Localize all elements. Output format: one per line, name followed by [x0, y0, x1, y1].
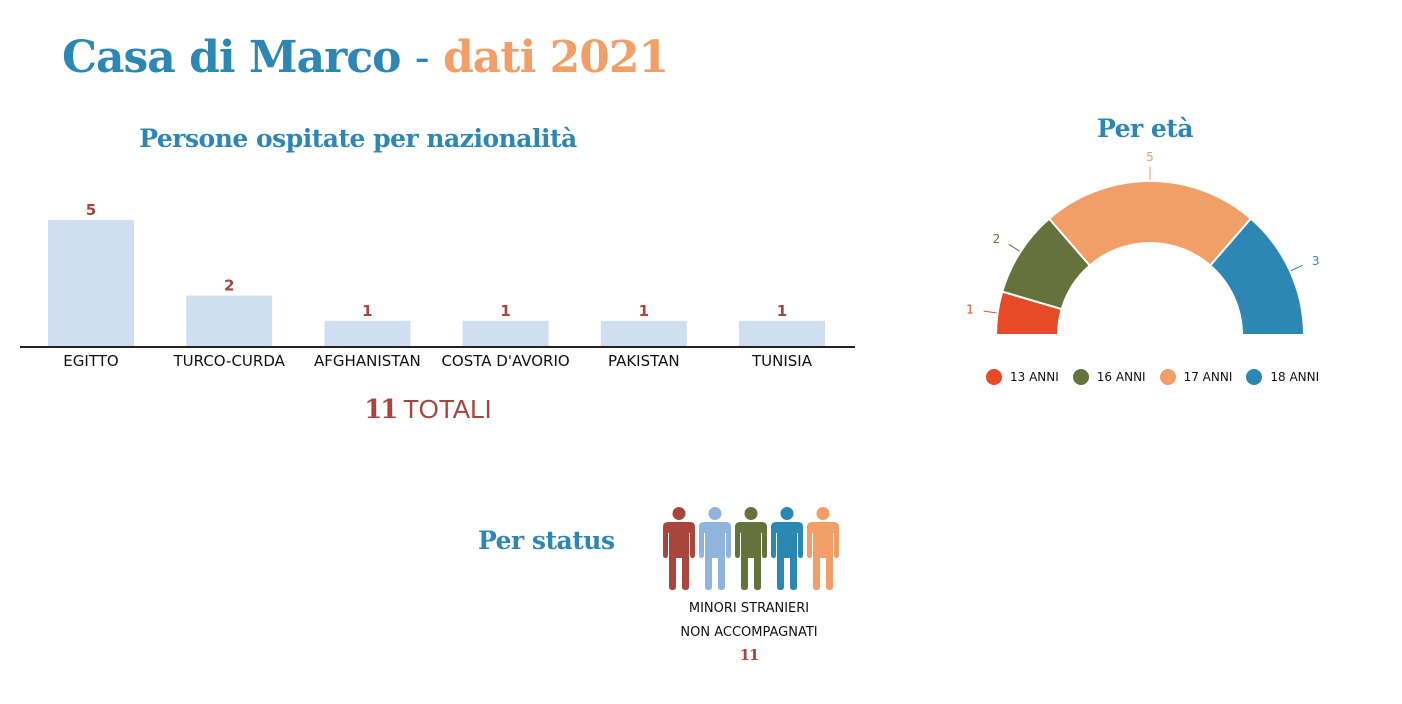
bar-value-label: 1: [362, 302, 372, 320]
bar-1: [186, 295, 273, 346]
legend-item: 17 ANNI: [1159, 369, 1233, 385]
bar-5: [739, 320, 825, 346]
age-slice-leader: [983, 310, 997, 314]
bar-category-label: EGITTO: [63, 352, 118, 370]
bar-2: [324, 320, 411, 346]
bar-value-label: 2: [224, 277, 234, 295]
age-chart-title: Per età: [1096, 114, 1194, 143]
status-count: 11: [739, 646, 760, 664]
bar-value-label: 1: [777, 302, 787, 320]
legend-swatch: [986, 369, 1002, 385]
legend-label: 16 ANNI: [1096, 370, 1146, 384]
age-slice-label: 3: [1312, 254, 1320, 268]
bar-value-label: 1: [639, 302, 649, 320]
title-part2: dati 2021: [443, 32, 669, 83]
totals: 11 TOTALI: [0, 394, 856, 425]
bar-value-label: 5: [86, 201, 96, 219]
bar-category-label: AFGHANISTAN: [314, 352, 421, 370]
bar-value-label: 1: [500, 302, 510, 320]
age-slice-2: [1047, 180, 1253, 267]
totals-label: TOTALI: [403, 394, 492, 424]
legend-item: 13 ANNI: [986, 369, 1059, 385]
age-slice-leader: [1008, 243, 1020, 252]
nationality-bar-chart: 5 EGITTO 2 TURCO-CURDA 1 AFGHANISTAN 1 COSTA D'…: [20, 201, 855, 370]
legend-item: 16 ANNI: [1072, 369, 1146, 385]
status-title: Per status: [478, 526, 615, 555]
bar-0: [48, 220, 134, 346]
bar-4: [600, 320, 687, 346]
status-caption-line1: MINORI STRANIERI: [688, 601, 810, 616]
person-icon: [807, 507, 839, 590]
legend-label: 13 ANNI: [1010, 370, 1059, 384]
person-icon: [771, 507, 803, 590]
person-icon: [735, 507, 767, 590]
legend-label: 17 ANNI: [1183, 370, 1233, 384]
legend-swatch: [1159, 369, 1176, 385]
age-half-donut-chart: 1 2 5 3: [966, 150, 1320, 336]
age-slice-label: 1: [966, 303, 974, 317]
person-icon: [699, 507, 731, 590]
title-part1: Casa di Marco: [62, 32, 401, 83]
bar-3: [462, 320, 549, 346]
title-separator: -: [414, 32, 430, 83]
legend-swatch: [1246, 369, 1263, 385]
status-caption-line2: NON ACCOMPAGNATI: [680, 625, 818, 640]
totals-number: 11: [364, 395, 398, 425]
bar-category-label: TUNISIA: [751, 352, 813, 370]
bar-chart-title: Persone ospitate per nazionalità: [139, 124, 577, 153]
bar-category-label: TURCO-CURDA: [173, 352, 286, 370]
age-legend: 13 ANNI 16 ANNI 17 ANNI 18 ANNI: [986, 369, 1319, 385]
bar-category-label: PAKISTAN: [608, 352, 680, 370]
people-icons: [662, 506, 840, 590]
person-icon: [663, 507, 695, 590]
bar-category-label: COSTA D'AVORIO: [441, 352, 569, 370]
age-slice-3: [1208, 217, 1306, 336]
page-title: Casa di Marco - dati 2021: [62, 28, 669, 88]
age-slice-label: 2: [993, 232, 1001, 246]
age-slice-label: 5: [1146, 150, 1154, 164]
legend-item: 18 ANNI: [1246, 369, 1319, 385]
age-slice-leader: [1290, 264, 1304, 272]
legend-swatch: [1072, 369, 1089, 385]
legend-label: 18 ANNI: [1270, 370, 1320, 384]
